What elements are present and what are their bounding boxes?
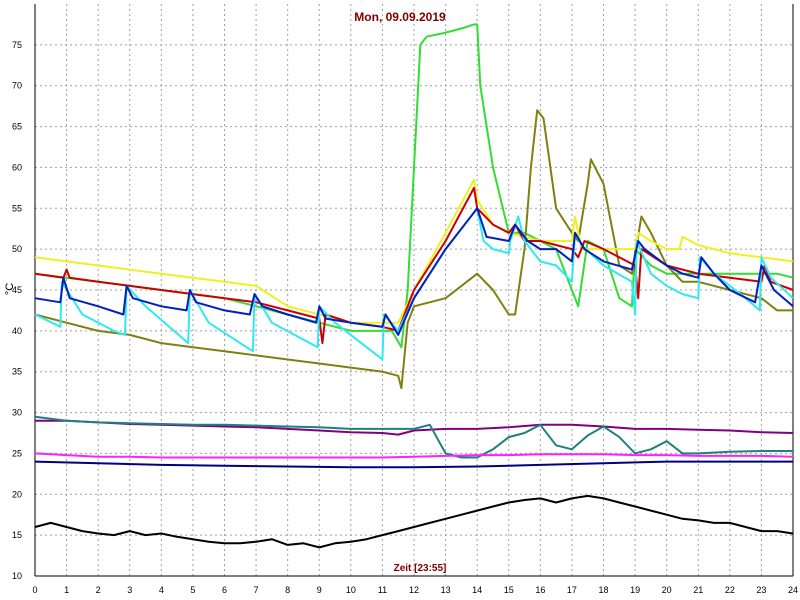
y-tick-label: 10 xyxy=(12,571,22,581)
x-tick-label: 15 xyxy=(504,585,514,595)
x-tick-label: 8 xyxy=(285,585,290,595)
series-line-teal xyxy=(34,415,793,459)
x-tick-label: 19 xyxy=(630,585,640,595)
x-tick-label: 21 xyxy=(693,585,703,595)
x-tick-label: 7 xyxy=(254,585,259,595)
x-tick-label: 11 xyxy=(378,585,387,595)
y-tick-label: 35 xyxy=(12,367,22,377)
x-tick-label: 16 xyxy=(535,585,545,595)
x-tick-label: 13 xyxy=(441,585,451,595)
x-tick-label: 23 xyxy=(756,585,766,595)
x-tick-label: 10 xyxy=(346,585,356,595)
series-line-green xyxy=(34,23,794,349)
series-line-black xyxy=(34,494,794,549)
y-tick-label: 60 xyxy=(12,162,22,172)
x-tick-label: 14 xyxy=(472,585,482,595)
y-axis-label: °C xyxy=(4,282,17,296)
y-tick-label: 75 xyxy=(12,40,22,50)
x-tick-label: 0 xyxy=(32,585,37,595)
x-tick-label: 5 xyxy=(190,585,195,595)
x-tick-label: 9 xyxy=(317,585,322,595)
x-tick-label: 4 xyxy=(159,585,164,595)
series-line-cyan xyxy=(34,207,794,361)
series-line-yellow xyxy=(34,178,794,324)
y-tick-label: 30 xyxy=(12,408,22,418)
chart-title: Mon, 09.09.2019 xyxy=(354,10,446,24)
x-tick-label: 18 xyxy=(598,585,608,595)
y-tick-label: 55 xyxy=(12,203,22,213)
x-tick-label: 2 xyxy=(96,585,101,595)
x-tick-label: 12 xyxy=(409,585,419,595)
x-tick-label: 17 xyxy=(567,585,577,595)
x-tick-label: 22 xyxy=(725,585,735,595)
x-tick-label: 20 xyxy=(662,585,672,595)
y-tick-label: 70 xyxy=(12,81,22,91)
series-line-magenta xyxy=(34,452,794,459)
y-tick-label: 15 xyxy=(12,530,22,540)
x-axis-label: Zeit [23:55] xyxy=(393,563,447,574)
y-tick-label: 45 xyxy=(12,285,22,295)
x-tick-label: 3 xyxy=(127,585,132,595)
series-line-navy xyxy=(34,460,793,469)
y-tick-label: 40 xyxy=(12,326,22,336)
y-tick-label: 25 xyxy=(12,448,22,458)
x-tick-label: 6 xyxy=(222,585,227,595)
y-tick-label: 20 xyxy=(12,489,22,499)
series-line-olive xyxy=(34,109,793,390)
y-tick-label: 50 xyxy=(12,244,22,254)
y-tick-label: 65 xyxy=(12,122,22,132)
x-tick-label: 1 xyxy=(64,585,69,595)
x-tick-label: 24 xyxy=(788,585,798,595)
series-line-blue xyxy=(34,207,794,336)
